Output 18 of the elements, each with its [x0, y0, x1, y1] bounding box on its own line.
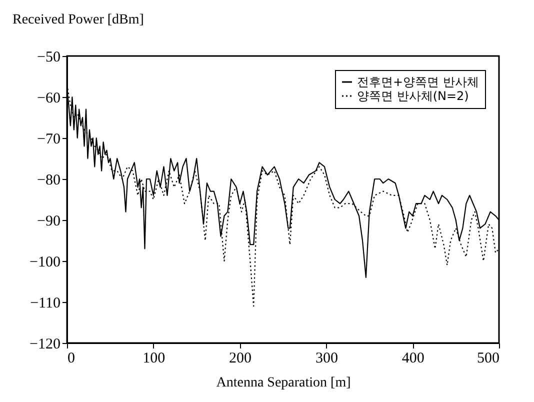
y-axis-title: Received Power [dBm]	[12, 12, 144, 28]
y-tick-label: −50	[37, 50, 60, 66]
legend-label: 전후면+양쪽면 반사체	[357, 75, 479, 89]
x-tick-label: 100	[142, 350, 166, 366]
y-tick-label: −110	[30, 296, 60, 312]
y-tick-label: −80	[37, 172, 60, 188]
y-tick-label: −90	[37, 214, 60, 230]
x-tick-label: 400	[402, 350, 424, 366]
x-tick-label: 200	[229, 350, 252, 366]
x-tick-label: 300	[315, 350, 338, 366]
y-tick-label: −120	[30, 336, 60, 352]
y-tick-label: −100	[30, 254, 60, 270]
x-tick-label: 500	[477, 350, 500, 366]
legend-label: 양쪽면 반사체(N=2)	[357, 89, 469, 103]
y-tick-label: −70	[37, 132, 60, 148]
x-axis-title: Antenna Separation [m]	[216, 376, 351, 390]
x-tick-label: 0	[68, 350, 75, 366]
y-tick-label: −60	[37, 90, 60, 106]
